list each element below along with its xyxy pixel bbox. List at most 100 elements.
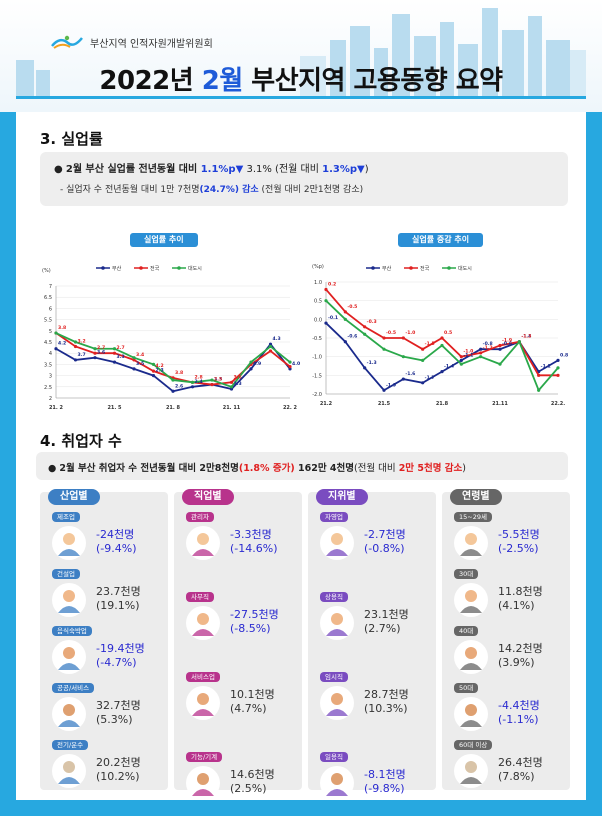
data-label: 3.5 (136, 361, 144, 367)
unemployment-line-1: ● 2월 부산 실업률 전년동월 대비 1.1%p▼ 3.1% (전월 대비 1… (54, 160, 369, 175)
data-label: -1.3 (521, 334, 531, 340)
item-value-count: 10.1천명 (230, 688, 275, 701)
item-value-percent: (-0.8%) (364, 542, 405, 555)
title-part-text: 부산지역 고용동향 요약 (242, 66, 503, 96)
legend-marker-0 (371, 266, 375, 270)
data-label: 2.5 (214, 377, 222, 383)
item-label: 30대 (454, 569, 479, 579)
data-label: -1.3 (367, 360, 377, 366)
text: - 실업자 수 전년동월 대비 1만 7천명 (60, 185, 200, 195)
data-label: 4.0 (292, 361, 300, 367)
item-value-percent: (4.7%) (230, 702, 267, 715)
item-value-count: 14.6천명 (230, 768, 275, 781)
y-tick-label: 0.5 (314, 299, 322, 305)
data-point (324, 321, 328, 325)
legend-label-0: 부산 (112, 265, 122, 272)
data-point (343, 310, 347, 314)
data-point (229, 385, 234, 389)
x-tick-label: 21.8 (436, 401, 449, 407)
text: 2월 부산 취업자 수 (59, 463, 141, 474)
y-tick-label: 6.5 (44, 295, 52, 301)
legend-marker-2 (447, 266, 451, 270)
item-value: -27.5천명 (-8.5%) (230, 608, 279, 636)
data-label: -0.6 (347, 334, 357, 340)
item-value-percent: (3.9%) (498, 656, 535, 669)
y-tick-label: 3 (49, 374, 52, 380)
panel-tag-3: 연령별 (450, 489, 502, 505)
y-tick-label: -0.5 (312, 336, 322, 342)
item-value-percent: (-4.7%) (96, 656, 137, 669)
item-value-count: -2.7천명 (364, 528, 406, 541)
item-value-percent: (-1.1%) (498, 713, 539, 726)
data-point (440, 370, 444, 374)
data-point (421, 347, 425, 351)
employment-summary-box: ● 2월 부산 취업자 수 전년동월 대비 2만8천명(1.8% 증가) 162… (36, 452, 568, 480)
data-point (537, 373, 541, 377)
item-value-count: 23.1천명 (364, 608, 409, 621)
panel-tag-2: 지위별 (316, 489, 368, 505)
x-tick-label: 21. 5 (107, 405, 122, 411)
item-value: -8.1천명 (-9.8%) (364, 768, 406, 796)
data-point (112, 347, 117, 351)
text: (전월 대비 (353, 463, 399, 474)
x-tick-label: 22.2. (551, 401, 565, 407)
data-label: 2.4 (195, 379, 203, 385)
data-label: 3.2 (78, 338, 86, 344)
y-tick-label: -1.5 (312, 373, 322, 379)
page-title: 2022년 2월 부산지역 고용동향 요약 (0, 60, 602, 97)
item-value-percent: (5.3%) (96, 713, 133, 726)
data-label: -1.5 (425, 341, 435, 347)
item-value-count: 20.2천명 (96, 756, 141, 769)
data-point (343, 340, 347, 344)
fifties-icon (454, 697, 488, 731)
data-label: -1.9 (386, 382, 396, 388)
data-point (459, 355, 463, 359)
item-value-count: -4.4천명 (498, 699, 540, 712)
unemployment-rate-chart: (%) 부산 전국 대도시 7 6.5 6 5.5 5 4.5 4 3.5 3 2.5 2 21. 2 21. … (42, 265, 300, 411)
text: ) (364, 164, 369, 175)
data-label: 0.5 (444, 330, 452, 336)
forties-icon (454, 640, 488, 674)
data-point (93, 356, 97, 360)
data-point (54, 331, 58, 335)
service-icon (52, 697, 86, 731)
item-value-percent: (2.5%) (230, 782, 267, 795)
data-point (151, 369, 156, 373)
item-label: 전기/운수 (52, 740, 89, 750)
regular-worker-icon (320, 606, 354, 640)
item-label: 음식숙박업 (52, 626, 92, 636)
manager-icon (186, 526, 220, 560)
item-value-percent: (19.1%) (96, 599, 140, 612)
item-value-percent: (-8.5%) (230, 622, 271, 635)
unemployment-line-2: - 실업자 수 전년동월 대비 1만 7천명(24.7%) 감소 (전월 대비 … (60, 182, 363, 195)
data-point (421, 358, 425, 362)
item-label: 사무직 (186, 592, 214, 602)
chart2-title: 실업률 증감 추이 (398, 233, 484, 247)
data-label: 4.3 (273, 336, 281, 342)
y-tick-label: 3.5 (44, 362, 52, 368)
data-label: 4.2 (58, 341, 66, 347)
data-point (556, 366, 560, 370)
data-point (382, 388, 386, 392)
item-value: -3.3천명 (-14.6%) (230, 528, 278, 556)
x-tick-label: 21.11 (492, 401, 508, 407)
data-point (382, 347, 386, 351)
employment-line-1: ● 2월 부산 취업자 수 전년동월 대비 2만8천명(1.8% 증가) 162… (48, 460, 466, 474)
unemployment-change-chart: (%p) 부산 전국 대도시 1.0 0.5 0.0 -0.5 -1.0 -1.5 -2.0 21.2… (312, 264, 568, 407)
data-point (401, 336, 405, 340)
data-point (210, 382, 214, 387)
data-point (190, 380, 195, 384)
item-value-count: -3.3천명 (230, 528, 272, 541)
data-point (132, 358, 136, 362)
panel-tag-0: 산업별 (48, 489, 100, 505)
crane-icon (52, 583, 86, 617)
data-label: 2.7 (117, 345, 125, 351)
daily-worker-icon (320, 766, 354, 800)
data-label: -1.7 (425, 375, 435, 381)
item-value: -4.4천명 (-1.1%) (498, 699, 540, 727)
item-value: 11.8천명 (4.1%) (498, 585, 543, 613)
data-point (132, 367, 136, 371)
data-point (401, 377, 405, 381)
data-label: 3.3 (214, 377, 222, 383)
data-label: -0.6 (502, 341, 512, 347)
